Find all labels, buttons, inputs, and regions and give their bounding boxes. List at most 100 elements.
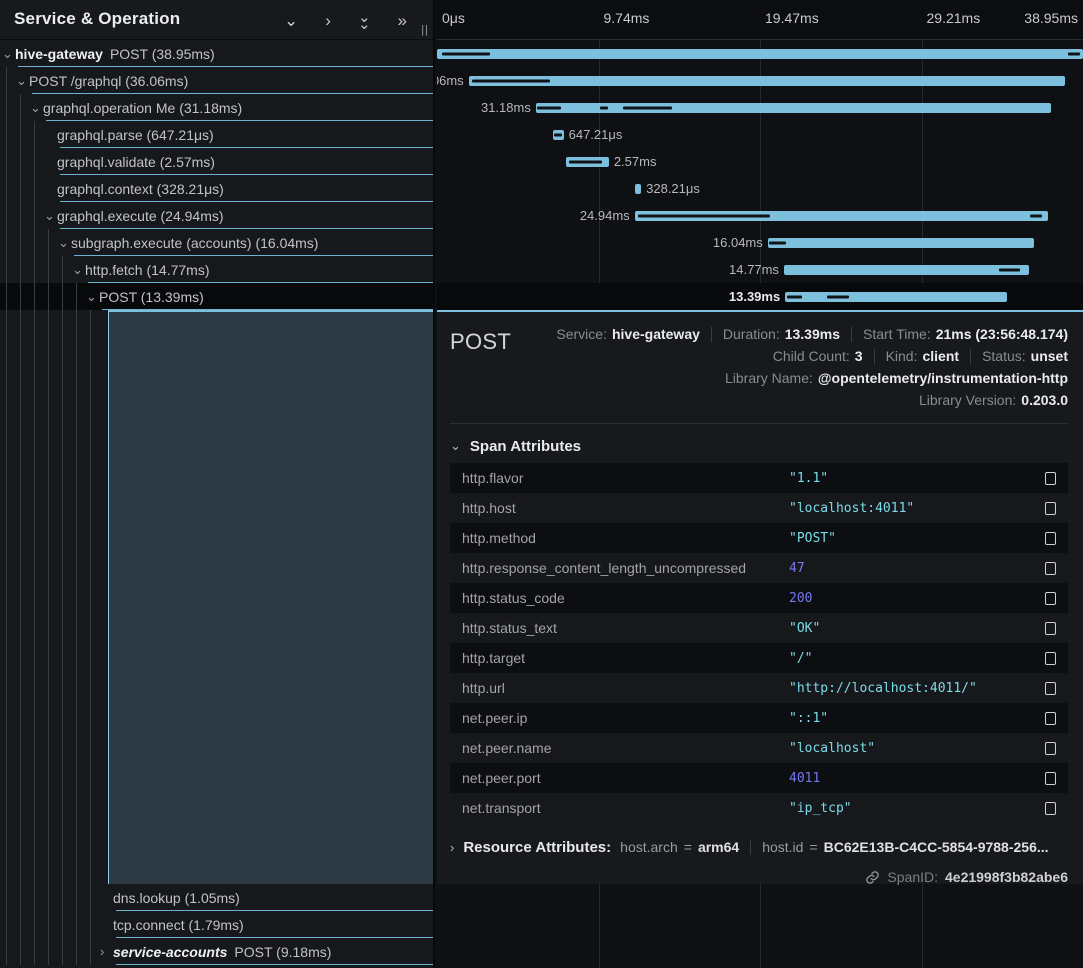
tree-row[interactable]: ⌄http.fetch (14.77ms) [0,256,433,283]
indent-guide [0,911,14,938]
copy-icon[interactable] [1045,712,1056,725]
tree-row[interactable]: ⌄graphql.execute (24.94ms) [0,202,433,229]
attribute-value: 4011 [789,771,1037,786]
chevron-right-icon[interactable]: › [98,944,113,959]
span-bar[interactable] [437,49,1083,59]
timeline-row[interactable]: 24.94ms [437,202,1083,229]
tree-row[interactable]: graphql.validate (2.57ms) [0,148,433,175]
chevron-down-icon[interactable]: ⌄ [42,208,57,224]
chevron-down-icon[interactable]: ⌄ [84,289,99,305]
indent-guide [56,283,70,310]
indent-guide [42,229,56,256]
copy-icon[interactable] [1045,502,1056,515]
tree-row[interactable]: ⌄POST /graphql (36.06ms) [0,67,433,94]
timeline-row[interactable]: 328.21μs [437,175,1083,202]
span-id-row: SpanID: 4e21998f3b82abe6 [450,867,1068,887]
chevron-down-icon[interactable]: ⌄ [0,46,15,62]
duration-label: 328.21μs [646,175,700,202]
span-bar[interactable] [768,238,1034,248]
copy-icon[interactable] [1045,802,1056,815]
indent-guide [14,202,28,229]
span-attributes-section-header[interactable]: ⌄ Span Attributes [450,436,1068,456]
panel-resize-handle[interactable]: || [421,24,429,36]
span-bar[interactable] [566,157,609,167]
indent-guide [70,283,84,310]
attribute-value: "/" [789,651,1037,666]
span-bar[interactable] [536,103,1052,113]
tree-row[interactable]: dns.lookup (1.05ms) [0,884,433,911]
collapse-all-icon[interactable]: ⌄⌄ [358,13,371,27]
copy-icon[interactable] [1045,562,1056,575]
chevron-down-icon[interactable]: ⌄ [28,100,43,116]
tree-row[interactable]: ›service-accountsPOST (9.18ms) [0,938,433,965]
indent-guide [70,310,84,884]
expand-all-icon[interactable]: » [398,12,407,29]
copy-icon[interactable] [1045,532,1056,545]
link-icon[interactable] [865,870,880,885]
indent-guide [42,938,56,965]
timeline-row[interactable]: 2.57ms [437,148,1083,175]
timeline-ruler: 0μs9.74ms19.47ms29.21ms38.95ms [437,0,1083,40]
collapse-one-icon[interactable]: ⌄ [284,12,298,29]
tree-row[interactable]: ⌄hive-gatewayPOST (38.95ms) [0,40,433,67]
span-bar[interactable] [784,265,1029,275]
meta-value: 13.39ms [785,326,840,342]
selected-span-expanded-area [0,310,433,884]
indent-guide [14,938,28,965]
span-bar[interactable] [635,184,641,194]
attribute-key: http.host [462,500,789,516]
span-bar[interactable] [469,76,1065,86]
copy-icon[interactable] [1045,772,1056,785]
copy-icon[interactable] [1045,742,1056,755]
chevron-down-icon[interactable]: ⌄ [56,235,71,251]
chevron-down-icon[interactable]: ⌄ [70,262,85,278]
timeline-row[interactable]: 647.21μs [437,121,1083,148]
service-name: service-accounts [113,944,227,960]
timeline-rows: 36.06ms31.18ms647.21μs2.57ms328.21μs24.9… [437,40,1083,310]
span-meta-line: Library Name:@opentelemetry/instrumentat… [725,368,1068,388]
indent-guide [28,229,42,256]
timeline-row[interactable]: 14.77ms [437,256,1083,283]
meta-value: client [922,348,959,364]
chevron-down-icon[interactable]: ⌄ [14,73,29,89]
child-span-notch [999,268,1020,271]
attribute-key: http.target [462,650,789,666]
copy-icon[interactable] [1045,652,1056,665]
resource-attributes-row[interactable]: › Resource Attributes: host.arch = arm64… [450,836,1068,858]
span-bar[interactable] [785,292,1007,302]
attribute-key: http.status_code [462,590,789,606]
expand-one-icon[interactable]: › [325,12,331,29]
timeline-row[interactable]: 13.39ms [437,283,1083,310]
separator [711,327,712,342]
timeline-row[interactable]: 16.04ms [437,229,1083,256]
attribute-row: http.response_content_length_uncompresse… [450,553,1068,583]
tree-row[interactable]: ⌄graphql.operation Me (31.18ms) [0,94,433,121]
operation-name: graphql.context (328.21μs) [57,181,224,197]
copy-icon[interactable] [1045,622,1056,635]
copy-icon[interactable] [1045,472,1056,485]
attribute-value: 47 [789,561,1037,576]
attribute-value: 200 [789,591,1037,606]
span-bar[interactable] [553,130,564,140]
indent-guide [28,911,42,938]
tree-row[interactable]: ⌄POST (13.39ms) [0,283,433,310]
indent-guide [0,884,14,911]
timeline-row[interactable] [437,40,1083,67]
indent-guide [0,175,14,202]
attribute-row: http.target"/" [450,643,1068,673]
indent-guide [0,67,14,94]
tree-row[interactable]: tcp.connect (1.79ms) [0,911,433,938]
indent-guide [84,911,98,938]
attribute-key: net.peer.port [462,770,789,786]
tree-row[interactable]: ⌄subgraph.execute (accounts) (16.04ms) [0,229,433,256]
child-span-notch [442,52,490,55]
copy-icon[interactable] [1045,592,1056,605]
child-span-notch [769,241,786,244]
tree-row[interactable]: graphql.parse (647.21μs) [0,121,433,148]
span-bar[interactable] [635,211,1048,221]
tree-row[interactable]: graphql.context (328.21μs) [0,175,433,202]
copy-icon[interactable] [1045,682,1056,695]
timeline-row[interactable]: 31.18ms [437,94,1083,121]
timeline-row[interactable]: 36.06ms [437,67,1083,94]
timeline-tick-label: 29.21ms [927,10,981,26]
